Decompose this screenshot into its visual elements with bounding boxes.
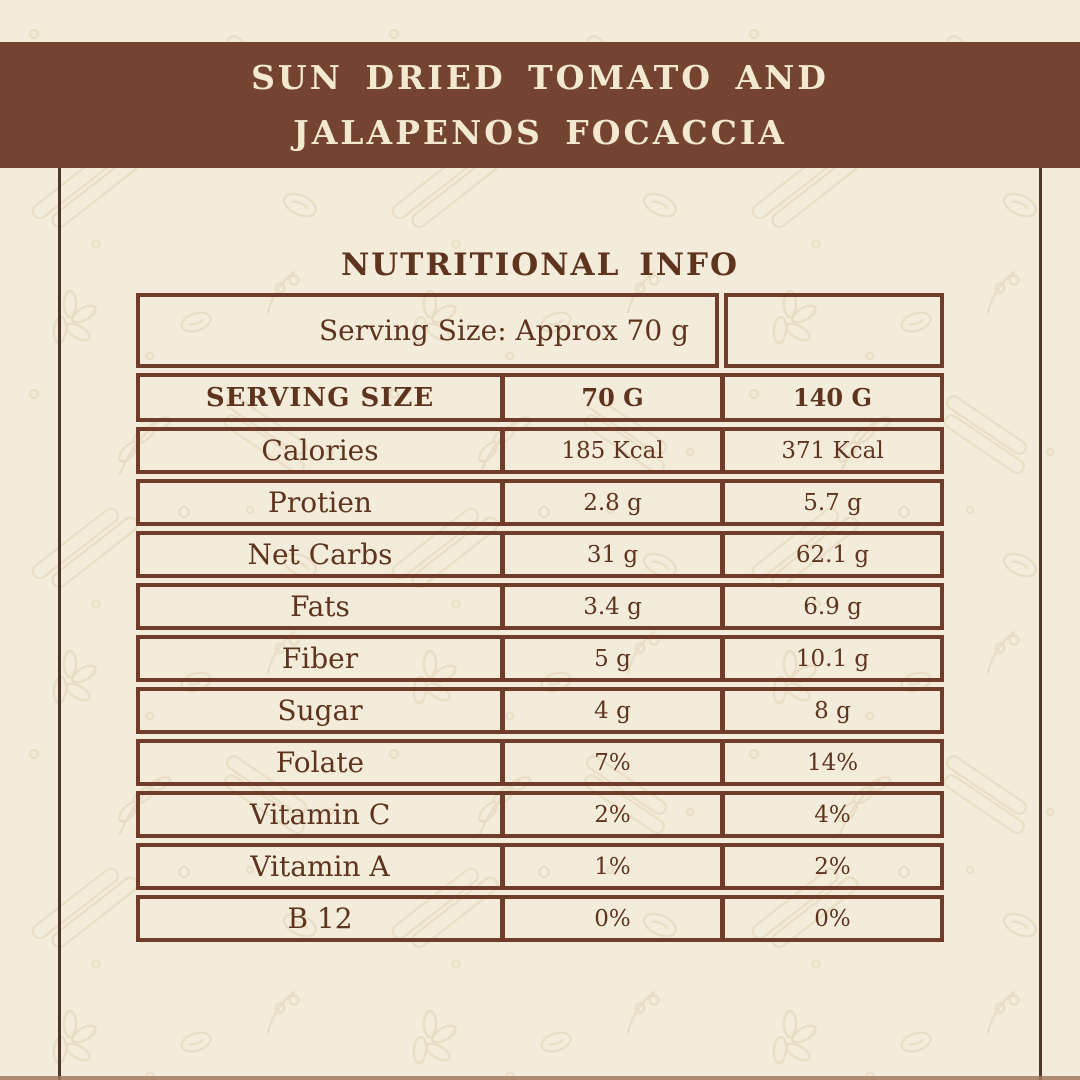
bottom-edge-bar [0,1076,1080,1080]
nutrient-label: Net Carbs [247,538,393,571]
right-border-line [1039,168,1042,1080]
table-row: B 12 0% 0% [136,895,944,942]
value-70g: 2% [500,795,720,834]
table-row: Fiber 5 g 10.1 g [136,635,944,682]
table-row: Folate 7% 14% [136,739,944,786]
nutrient-label: Vitamin C [249,798,391,831]
nutrient-label: Fiber [281,642,359,675]
value-140g: 14% [720,743,940,782]
section-heading: NUTRITIONAL INFO [340,247,740,283]
value-70g: 185 Kcal [500,431,720,470]
nutrient-label: Fats [290,590,350,623]
nutrition-table: Serving Size: Approx 70 g SERVING SIZE 7… [136,293,944,942]
table-row: Fats 3.4 g 6.9 g [136,583,944,630]
value-70g: 31 g [500,535,720,574]
value-70g: 3.4 g [500,587,720,626]
table-header-row: SERVING SIZE 70 G 140 G [136,373,944,422]
title-band: SUN DRIED TOMATO AND JALAPENOS FOCACCIA [0,42,1080,168]
table-row: Sugar 4 g 8 g [136,687,944,734]
table-row: Vitamin A 1% 2% [136,843,944,890]
serving-empty-cell [724,293,944,368]
nutrient-label: Vitamin A [250,850,390,883]
value-70g: 0% [500,899,720,938]
header-serving-size: SERVING SIZE [205,382,435,413]
serving-size-row: Serving Size: Approx 70 g [136,293,944,368]
value-140g: 2% [720,847,940,886]
nutrient-label: Protien [268,486,372,519]
value-140g: 4% [720,795,940,834]
product-title-line1: SUN DRIED TOMATO AND [251,58,829,97]
table-row: Net Carbs 31 g 62.1 g [136,531,944,578]
product-title-line2: JALAPENOS FOCACCIA [293,113,787,152]
header-70g: 70 G [500,377,720,418]
table-row: Calories 185 Kcal 371 Kcal [136,427,944,474]
nutrient-label: Sugar [277,694,363,727]
value-140g: 62.1 g [720,535,940,574]
nutrient-label: Calories [261,434,379,467]
serving-note-cell: Serving Size: Approx 70 g [136,293,719,368]
value-70g: 1% [500,847,720,886]
value-140g: 371 Kcal [720,431,940,470]
value-70g: 5 g [500,639,720,678]
value-140g: 10.1 g [720,639,940,678]
table-row: Protien 2.8 g 5.7 g [136,479,944,526]
nutrient-label: B 12 [287,902,353,935]
header-140g: 140 G [720,377,940,418]
value-70g: 2.8 g [500,483,720,522]
nutrient-label: Folate [275,746,365,779]
left-border-line [58,168,61,1080]
value-70g: 4 g [500,691,720,730]
value-140g: 6.9 g [720,587,940,626]
value-140g: 5.7 g [720,483,940,522]
value-140g: 8 g [720,691,940,730]
table-row: Vitamin C 2% 4% [136,791,944,838]
value-70g: 7% [500,743,720,782]
value-140g: 0% [720,899,940,938]
